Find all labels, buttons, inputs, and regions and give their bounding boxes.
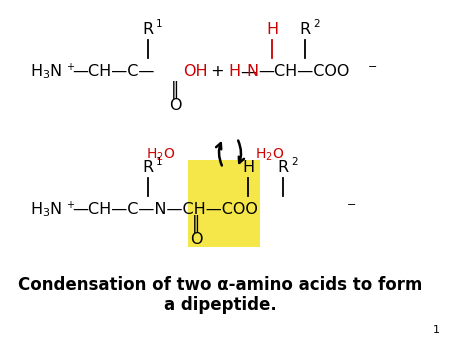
Text: H$_2$O: H$_2$O <box>255 147 284 163</box>
Text: N: N <box>246 65 258 79</box>
Text: Condensation of two α-amino acids to form: Condensation of two α-amino acids to for… <box>18 276 422 294</box>
Text: R: R <box>143 23 153 38</box>
Text: —: — <box>240 65 256 79</box>
Text: −: − <box>368 62 378 72</box>
Text: a dipeptide.: a dipeptide. <box>164 296 276 314</box>
Text: +: + <box>66 200 74 210</box>
Text: O: O <box>169 97 181 113</box>
Text: H: H <box>228 65 240 79</box>
Text: —CH—C—: —CH—C— <box>72 65 154 79</box>
Text: H: H <box>242 161 254 175</box>
Bar <box>188 160 260 247</box>
Text: −: − <box>347 200 356 210</box>
Text: 1: 1 <box>156 157 162 167</box>
Text: +: + <box>206 65 230 79</box>
Text: 2: 2 <box>313 19 320 29</box>
Text: 1: 1 <box>156 19 162 29</box>
Text: +: + <box>66 62 74 72</box>
Text: —CH—COO: —CH—COO <box>258 65 349 79</box>
Text: R: R <box>278 161 288 175</box>
Text: R: R <box>299 23 310 38</box>
Text: OH: OH <box>183 65 207 79</box>
Text: H: H <box>266 23 278 38</box>
Text: H$_2$O: H$_2$O <box>146 147 175 163</box>
Text: H$_3$N: H$_3$N <box>30 63 62 81</box>
Text: O: O <box>190 232 202 246</box>
Text: —CH—C—N—CH—COO: —CH—C—N—CH—COO <box>72 202 258 217</box>
Text: 2: 2 <box>291 157 297 167</box>
Text: R: R <box>143 161 153 175</box>
Text: H$_3$N: H$_3$N <box>30 201 62 219</box>
Text: ‖: ‖ <box>171 81 179 99</box>
Text: ‖: ‖ <box>192 215 200 233</box>
Text: 1: 1 <box>433 325 440 335</box>
